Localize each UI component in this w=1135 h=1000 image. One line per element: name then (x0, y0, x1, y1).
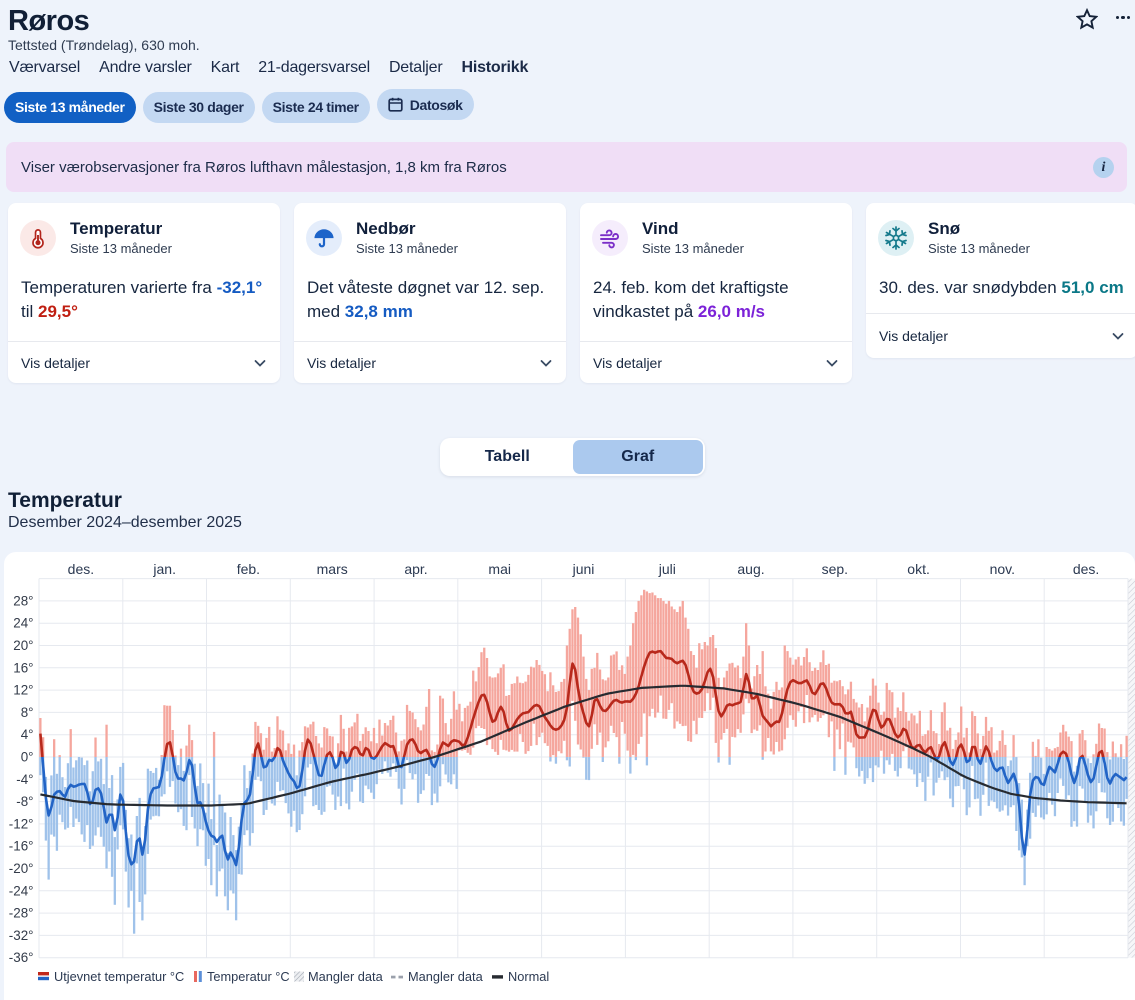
svg-text:-28°: -28° (9, 906, 34, 921)
svg-text:Mangler data: Mangler data (408, 969, 484, 984)
svg-text:-36°: -36° (9, 950, 34, 965)
svg-text:-4°: -4° (16, 772, 33, 787)
svg-text:juli: juli (658, 561, 676, 577)
svg-text:16°: 16° (13, 660, 33, 675)
svg-text:-16°: -16° (9, 839, 34, 854)
svg-text:-32°: -32° (9, 928, 34, 943)
svg-text:Temperatur °C: Temperatur °C (207, 969, 290, 984)
svg-text:sep.: sep. (822, 561, 848, 577)
svg-text:4°: 4° (21, 727, 34, 742)
svg-text:mars: mars (317, 561, 348, 577)
svg-text:nov.: nov. (990, 561, 1015, 577)
svg-text:-20°: -20° (9, 861, 34, 876)
svg-text:des.: des. (68, 561, 94, 577)
svg-text:24°: 24° (13, 616, 33, 631)
svg-text:juni: juni (572, 561, 595, 577)
svg-text:Utjevnet temperatur °C: Utjevnet temperatur °C (54, 969, 184, 984)
svg-text:feb.: feb. (237, 561, 260, 577)
svg-text:20°: 20° (13, 638, 33, 653)
svg-text:Mangler data: Mangler data (308, 969, 384, 984)
svg-text:okt.: okt. (907, 561, 930, 577)
svg-text:jan.: jan. (152, 561, 176, 577)
svg-text:Normal: Normal (508, 969, 549, 984)
svg-text:mai: mai (488, 561, 511, 577)
svg-text:8°: 8° (21, 705, 34, 720)
svg-text:0°: 0° (21, 750, 34, 765)
svg-text:28°: 28° (13, 593, 33, 608)
svg-text:des.: des. (1073, 561, 1099, 577)
svg-text:-12°: -12° (9, 816, 34, 831)
svg-text:-8°: -8° (16, 794, 33, 809)
svg-text:-24°: -24° (9, 883, 34, 898)
svg-text:apr.: apr. (404, 561, 427, 577)
svg-text:12°: 12° (13, 683, 33, 698)
svg-text:aug.: aug. (737, 561, 764, 577)
